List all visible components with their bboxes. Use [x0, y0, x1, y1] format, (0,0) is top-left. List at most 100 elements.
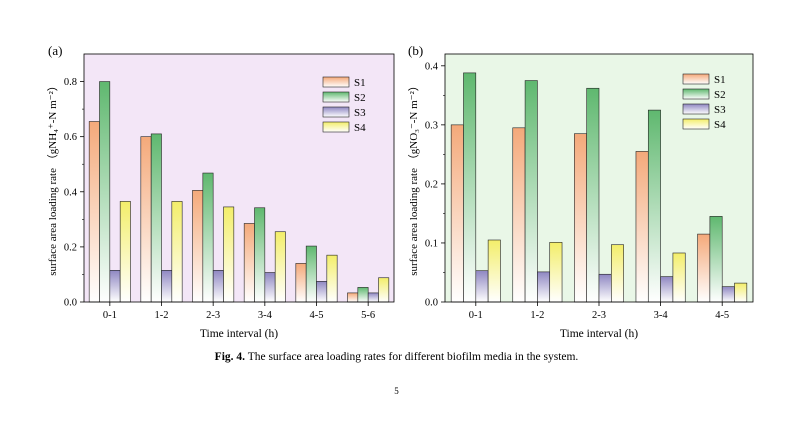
legend-swatch-S1 — [682, 73, 710, 85]
bar-S2-0-1 — [99, 81, 111, 303]
bar-S1-1-2 — [140, 136, 152, 303]
bar-S3-0-1 — [475, 270, 489, 303]
bar-S2-2-3 — [202, 172, 214, 303]
bar-S2-1-2 — [524, 80, 538, 303]
legend-swatch-S1 — [322, 76, 350, 88]
legend-b: S1 S2 S3 S4 — [682, 73, 726, 131]
legend-swatch-S4 — [322, 121, 350, 133]
panel-b: (b) surface area loading rate （gNO₃⁻-N m… — [407, 43, 754, 340]
bar-S3-2-3 — [598, 273, 612, 303]
bar-S1-4-5 — [697, 233, 711, 303]
legend-swatch-S4 — [682, 118, 710, 130]
figure-caption: Fig. 4. The surface area loading rates f… — [0, 351, 793, 363]
legend-swatch-S3 — [682, 103, 710, 115]
x-axis-label-b: Time interval (h) — [560, 328, 638, 340]
bar-S3-4-5 — [721, 286, 735, 303]
legend-label-S2: S2 — [354, 92, 366, 104]
legend-label-S2: S2 — [714, 89, 726, 101]
legend-label-S3: S3 — [714, 104, 726, 116]
bar-S3-3-4 — [660, 276, 674, 303]
bar-S4-5-6 — [378, 277, 390, 303]
x-tick-label: 0-1 — [103, 310, 117, 321]
panel-a: (a) surface area loading rate （gNH₄⁺-N m… — [46, 43, 395, 340]
bar-S2-0-1 — [463, 72, 477, 303]
bar-S3-4-5 — [316, 281, 328, 303]
caption-text: The surface area loading rates for diffe… — [247, 351, 579, 363]
bar-S1-5-6 — [347, 292, 359, 303]
x-tick-label: 3-4 — [258, 310, 273, 321]
legend-label-S4: S4 — [714, 119, 726, 131]
y-tick-label: 0.4 — [64, 187, 78, 198]
legend-label-S3: S3 — [354, 107, 366, 119]
bar-S3-1-2 — [537, 271, 551, 303]
bar-S4-2-3 — [611, 244, 624, 303]
y-tick-label: 0.6 — [64, 132, 77, 143]
bar-S2-4-5 — [709, 216, 723, 303]
y-tick-label: 0.2 — [64, 242, 77, 253]
x-tick-label: 1-2 — [155, 310, 169, 321]
y-tick-label: 0.0 — [64, 298, 77, 309]
panel-label-b: (b) — [408, 43, 423, 58]
figure: (a) surface area loading rate （gNH₄⁺-N m… — [46, 43, 754, 340]
bar-S4-3-4 — [672, 252, 686, 303]
plot-frame-a — [83, 53, 395, 303]
y-tick-label: 0.3 — [425, 120, 438, 131]
x-tick-label: 4-5 — [715, 310, 729, 321]
bar-S1-3-4 — [635, 151, 649, 303]
y-axis-label-a: surface area loading rate （gNH₄⁺-N m⁻²） — [46, 80, 59, 276]
ticks-b: 0-1 1-2 2-3 3-4 4-5 0.0 0.1 0.2 0.3 0.4 — [425, 61, 729, 321]
x-tick-label: 1-2 — [530, 310, 544, 321]
bar-S4-1-2 — [171, 201, 183, 303]
y-axis-label-b: surface area loading rate （gNO₃⁻-N m⁻²） — [407, 80, 420, 276]
x-tick-label: 4-5 — [310, 310, 324, 321]
bar-S1-4-5 — [295, 263, 307, 303]
bar-S1-3-4 — [243, 223, 255, 303]
bar-S1-0-1 — [450, 124, 464, 303]
ticks-a: 0-1 1-2 2-3 3-4 4-5 5-6 0.0 0.2 0.4 0.6 0.8 — [64, 77, 375, 321]
x-tick-label: 5-6 — [361, 310, 375, 321]
legend-swatch-S2 — [322, 91, 350, 103]
bar-S4-3-4 — [274, 231, 286, 303]
bar-S4-2-3 — [223, 206, 235, 303]
bar-S2-4-5 — [305, 245, 317, 303]
plot-frame-b — [444, 53, 754, 303]
caption-label: Fig. 4. — [214, 351, 246, 363]
x-tick-label: 3-4 — [654, 310, 669, 321]
bars-b — [450, 72, 748, 303]
legend-label-S1: S1 — [714, 74, 726, 86]
legend-label-S1: S1 — [354, 77, 366, 89]
y-tick-label: 0.2 — [425, 179, 438, 190]
bar-S3-2-3 — [212, 270, 224, 303]
bar-S4-0-1 — [487, 239, 501, 303]
x-tick-label: 2-3 — [206, 310, 220, 321]
bar-S1-2-3 — [192, 190, 204, 303]
panel-label-a: (a) — [48, 43, 62, 58]
y-tick-label: 0.0 — [425, 298, 438, 309]
bar-S3-3-4 — [264, 272, 276, 303]
x-tick-label: 2-3 — [592, 310, 606, 321]
bar-S1-2-3 — [574, 133, 587, 303]
bar-S4-0-1 — [119, 201, 131, 303]
y-tick-label: 0.1 — [425, 238, 438, 249]
x-tick-label: 0-1 — [469, 310, 483, 321]
bar-S4-4-5 — [326, 254, 338, 303]
legend-label-S4: S4 — [354, 122, 366, 134]
bar-S2-3-4 — [647, 109, 661, 303]
bar-S1-1-2 — [512, 127, 526, 303]
legend-a: S1 S2 S3 S4 — [322, 76, 366, 134]
bar-S3-0-1 — [109, 270, 121, 303]
page-number: 5 — [394, 386, 399, 396]
legend-swatch-S2 — [682, 88, 710, 100]
bar-S2-3-4 — [254, 207, 266, 303]
y-tick-label: 0.4 — [425, 61, 439, 72]
bar-S2-2-3 — [586, 87, 600, 303]
bar-S4-1-2 — [549, 242, 563, 303]
bar-S3-1-2 — [161, 270, 173, 303]
bar-S2-1-2 — [150, 133, 162, 303]
bar-S3-5-6 — [367, 292, 379, 303]
y-tick-label: 0.8 — [64, 77, 77, 88]
bar-S4-4-5 — [734, 282, 748, 303]
x-axis-label-a: Time interval (h) — [200, 328, 278, 340]
legend-swatch-S3 — [322, 106, 350, 118]
bar-S2-5-6 — [357, 287, 369, 303]
